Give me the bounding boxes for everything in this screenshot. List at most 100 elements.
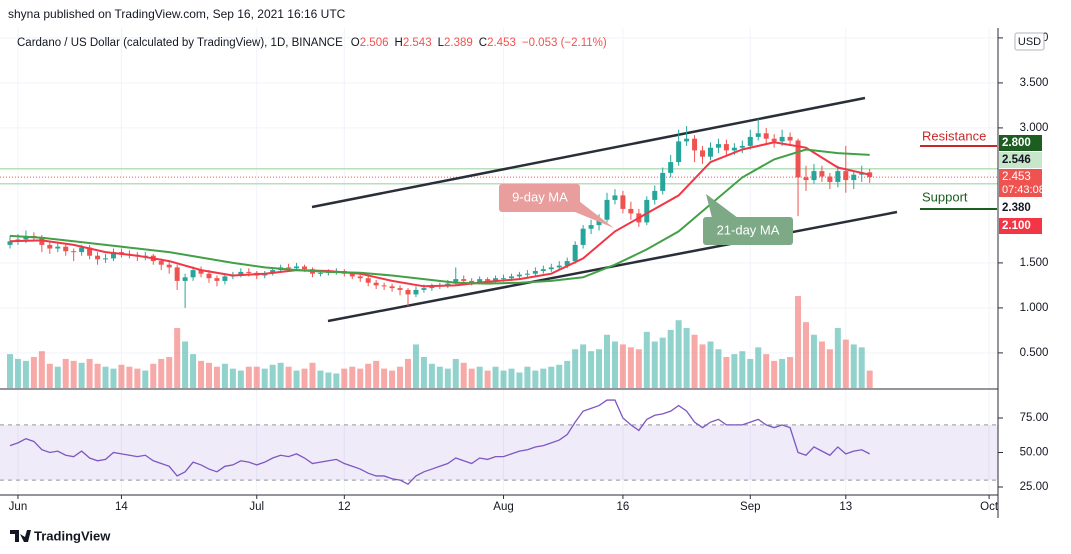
- volume-bar: [261, 368, 268, 388]
- candle-body: [445, 283, 451, 286]
- volume-bar: [763, 354, 770, 388]
- volume-bar: [381, 368, 388, 388]
- volume-bar: [580, 344, 587, 388]
- annotation-arrow: [706, 194, 738, 218]
- y-tick-label: 0.500: [1020, 347, 1049, 359]
- candle-body: [469, 280, 475, 283]
- candle-body: [429, 286, 435, 289]
- volume-bar: [810, 334, 817, 388]
- candle-body: [755, 133, 761, 137]
- candle-body: [110, 252, 116, 259]
- volume-bar: [675, 320, 682, 388]
- candle-body: [779, 136, 785, 142]
- ma-line: [9, 141, 870, 288]
- candle-body: [485, 279, 491, 281]
- candle-body: [246, 271, 252, 273]
- resistance-text: Resistance: [922, 128, 986, 143]
- volume-bar: [659, 337, 666, 388]
- candle-body: [365, 278, 371, 283]
- volume-bar: [253, 366, 260, 388]
- candle-body: [867, 172, 873, 178]
- ohlc-letter: H: [395, 37, 403, 49]
- volume-bar: [564, 360, 571, 388]
- volume-bar: [516, 372, 523, 388]
- candle-body: [317, 272, 323, 274]
- last-price-box: [999, 169, 1042, 197]
- volume-bar: [357, 368, 364, 388]
- candle-body: [166, 264, 172, 268]
- candle-body: [47, 244, 53, 249]
- volume-bar: [325, 372, 332, 388]
- frame: [0, 28, 999, 518]
- volume-bar: [524, 366, 531, 388]
- ma-annotations: 9-day MA 21-day MA: [499, 184, 793, 245]
- support-text: Support: [922, 189, 968, 204]
- candle-body: [652, 190, 658, 200]
- support-price: 2.380: [1002, 202, 1031, 214]
- volume-bar: [46, 363, 53, 388]
- candle-body: [644, 199, 650, 223]
- volume-bar: [739, 351, 746, 388]
- candle-body: [198, 270, 204, 274]
- volume-bar: [500, 370, 507, 388]
- volume-bar: [556, 364, 563, 388]
- candle-body: [819, 171, 825, 177]
- volume-bar: [62, 358, 69, 388]
- x-tick-label: 12: [338, 501, 351, 513]
- volume-bar: [611, 341, 618, 388]
- y-tick-label: 75.00: [1020, 412, 1049, 424]
- candle-body: [373, 282, 379, 286]
- volume-bar: [142, 370, 149, 388]
- candle-body: [811, 171, 817, 181]
- volume-bar: [412, 344, 419, 388]
- volume-bar: [492, 366, 499, 388]
- candle-body: [668, 162, 674, 173]
- candle-body: [421, 288, 427, 290]
- volume-bar: [619, 344, 626, 388]
- resistance-price-box: [999, 135, 1042, 151]
- ohlc-value: 2.543: [403, 37, 432, 49]
- candle-body: [71, 251, 77, 253]
- volume-bar: [452, 358, 459, 388]
- candle-body: [524, 273, 530, 275]
- candle-body: [731, 147, 737, 151]
- volume-bar: [866, 370, 873, 388]
- volume-bar: [755, 347, 762, 388]
- volume-bar: [834, 327, 841, 388]
- candle-body: [747, 136, 753, 146]
- candle-body: [413, 289, 419, 295]
- last-price: 2.453: [1002, 171, 1031, 183]
- header: Cardano / US Dollar (calculated by Tradi…: [17, 37, 607, 49]
- candle-body: [763, 133, 769, 139]
- candle-layer: [7, 118, 873, 308]
- volume-bar: [397, 366, 404, 388]
- volume-bar: [269, 364, 276, 388]
- symbol-header: Cardano / US Dollar (calculated by Tradi…: [17, 37, 607, 49]
- rsi-line: [9, 399, 870, 486]
- y-tick-label: 3.500: [1020, 77, 1049, 89]
- volume-bar: [22, 360, 29, 388]
- volume-bar: [110, 368, 117, 388]
- y-tick-label: 25.00: [1020, 481, 1049, 493]
- volume-bar: [476, 366, 483, 388]
- x-tick-label: Jul: [249, 501, 264, 513]
- annotation-text: 21-day MA: [717, 222, 780, 237]
- volume-bar: [237, 370, 244, 388]
- volume-bar: [588, 351, 595, 388]
- volume-bar: [635, 349, 642, 388]
- volume-bar: [707, 341, 714, 388]
- volume-bar: [54, 366, 61, 388]
- candle-body: [501, 278, 507, 280]
- x-tick-label: Jun: [9, 501, 28, 513]
- volume-bar: [691, 334, 698, 388]
- ohlc-letter: L: [438, 37, 445, 49]
- candle-body: [214, 278, 220, 281]
- ma-price-box: [999, 152, 1042, 168]
- price-change: −0.053 (−2.11%): [522, 37, 607, 49]
- candle-body: [843, 171, 849, 181]
- candle-body: [405, 289, 411, 295]
- volume-bar: [643, 331, 650, 388]
- candle-body: [548, 267, 554, 270]
- ma-price: 2.546: [1002, 154, 1031, 166]
- volume-bar: [548, 366, 555, 388]
